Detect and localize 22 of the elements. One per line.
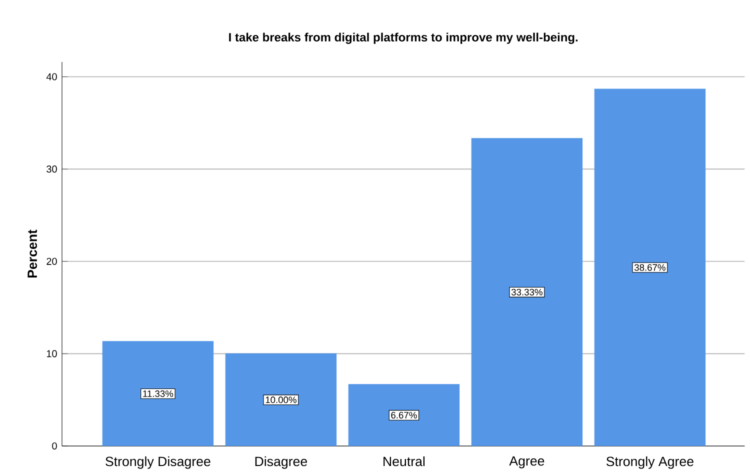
x-tick-label: Disagree — [255, 456, 308, 469]
x-tick-label: Agree — [509, 456, 544, 468]
y-tick-label: 10 — [46, 350, 57, 358]
y-tick-label: 0 — [52, 442, 57, 450]
data-label: 6.67% — [391, 412, 417, 418]
x-tick-label: Strongly Disagree — [106, 456, 210, 469]
data-label: 33.33% — [511, 288, 542, 296]
y-tick-label: 30 — [46, 166, 57, 173]
data-label: 38.67% — [634, 264, 666, 271]
bar — [471, 138, 583, 446]
data-label: 11.33% — [143, 390, 174, 397]
x-tick-label: Strongly Agree — [606, 456, 694, 469]
y-tick-label: 20 — [46, 258, 57, 265]
x-tick-label: Neutral — [384, 456, 425, 466]
y-axis-title: Percent — [28, 230, 38, 278]
bar — [102, 341, 214, 446]
data-label: 10.00% — [266, 396, 296, 404]
chart-title: I take breaks from digital platforms to improve my well-being. — [229, 32, 578, 44]
bar — [348, 384, 460, 446]
bar — [225, 353, 337, 446]
bar — [594, 88, 706, 446]
y-tick-label: 40 — [46, 73, 57, 80]
